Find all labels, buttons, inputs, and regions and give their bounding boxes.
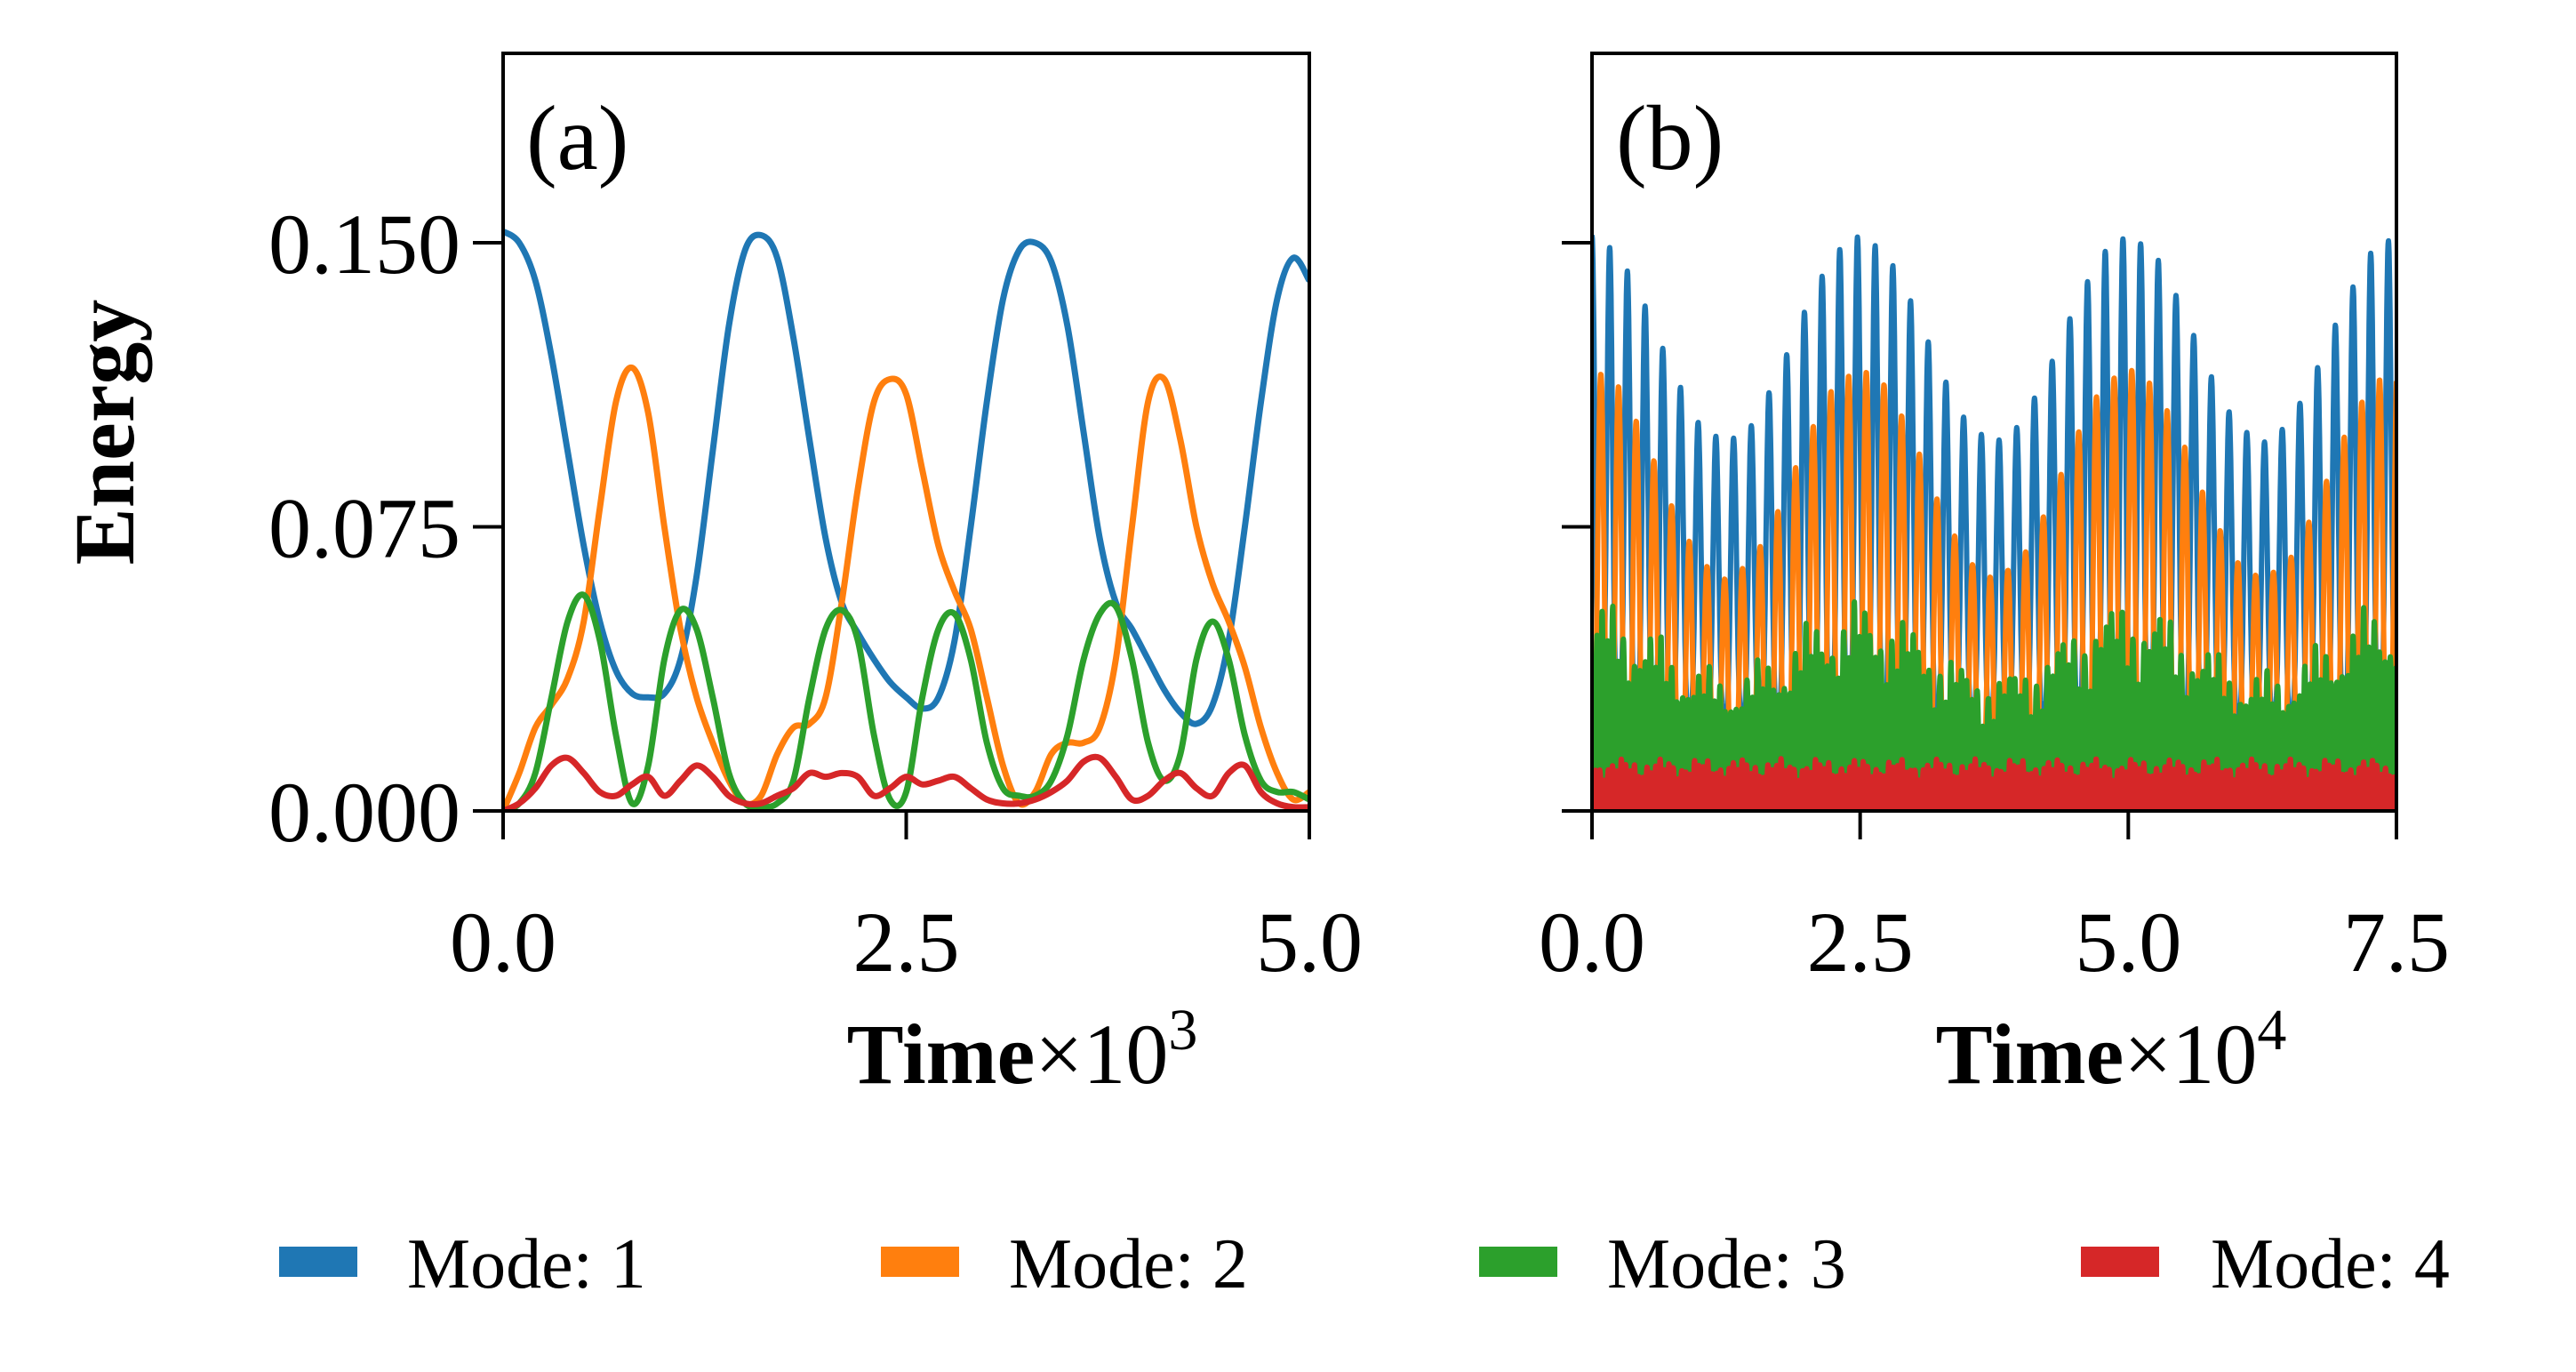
series-mode-1-line [503, 229, 1309, 727]
legend-item-mode-3: Mode: 3 [1479, 1225, 1846, 1304]
legend-item-mode-1: Mode: 1 [279, 1225, 646, 1304]
panel-b-xlabel: Time×104 [1936, 998, 2287, 1102]
legend: Mode: 1 Mode: 2 Mode: 3 Mode: 4 [279, 1225, 2450, 1304]
panel-a: 0.0 2.5 5.0 0.000 0.075 0.150 (a) Time×103 En… [57, 52, 1363, 1102]
legend-swatch [2081, 1247, 2159, 1277]
legend-item-mode-2: Mode: 2 [881, 1225, 1248, 1304]
panel-b-frame [1590, 52, 2398, 813]
y-tick-label: 0.075 [268, 481, 460, 576]
panel-b: 0.0 2.5 5.0 7.5 (b) Time×104 [1539, 52, 2450, 1102]
x-tick-label: 5.0 [2075, 895, 2181, 990]
x-tick-label: 7.5 [2343, 895, 2450, 990]
x-tick-label: 2.5 [1807, 895, 1914, 990]
x-tick-label: 0.0 [450, 895, 556, 990]
x-tick-label: 2.5 [853, 895, 960, 990]
legend-swatch [881, 1247, 959, 1277]
panel-a-xlabel: Time×103 [847, 998, 1198, 1102]
panel-b-series [1592, 234, 2396, 811]
legend-label: Mode: 2 [1009, 1225, 1248, 1304]
y-tick-label: 0.000 [268, 765, 460, 860]
x-tick-label: 5.0 [1256, 895, 1363, 990]
legend-label: Mode: 4 [2211, 1225, 2450, 1304]
series-mode-2-line [503, 365, 1309, 811]
xlabel-multiplier: ×10 [2124, 1007, 2257, 1102]
series-mode-4-line [503, 753, 1309, 811]
panel-b-label: (b) [1616, 87, 1724, 189]
legend-swatch [1479, 1247, 1557, 1277]
legend-item-mode-4: Mode: 4 [2081, 1225, 2450, 1304]
panel-a-series [503, 229, 1309, 811]
xlabel-time: Time [847, 1007, 1036, 1102]
y-axis-label: Energy [57, 300, 152, 566]
legend-swatch [279, 1247, 357, 1277]
y-tick-label: 0.150 [268, 197, 460, 292]
panel-a-ticks: 0.0 2.5 5.0 0.000 0.075 0.150 [268, 197, 1363, 990]
xlabel-exponent: 3 [1168, 998, 1197, 1063]
legend-label: Mode: 3 [1607, 1225, 1846, 1304]
xlabel-multiplier: ×10 [1035, 1007, 1168, 1102]
panel-b-ticks: 0.0 2.5 5.0 7.5 [1539, 241, 2450, 990]
xlabel-time: Time [1936, 1007, 2124, 1102]
series-mode-4-line [1592, 756, 2396, 811]
xlabel-exponent: 4 [2257, 998, 2286, 1063]
x-tick-label: 0.0 [1539, 895, 1645, 990]
panel-a-label: (a) [526, 87, 628, 189]
series-mode-3-line [1592, 598, 2396, 807]
legend-label: Mode: 1 [407, 1225, 646, 1304]
